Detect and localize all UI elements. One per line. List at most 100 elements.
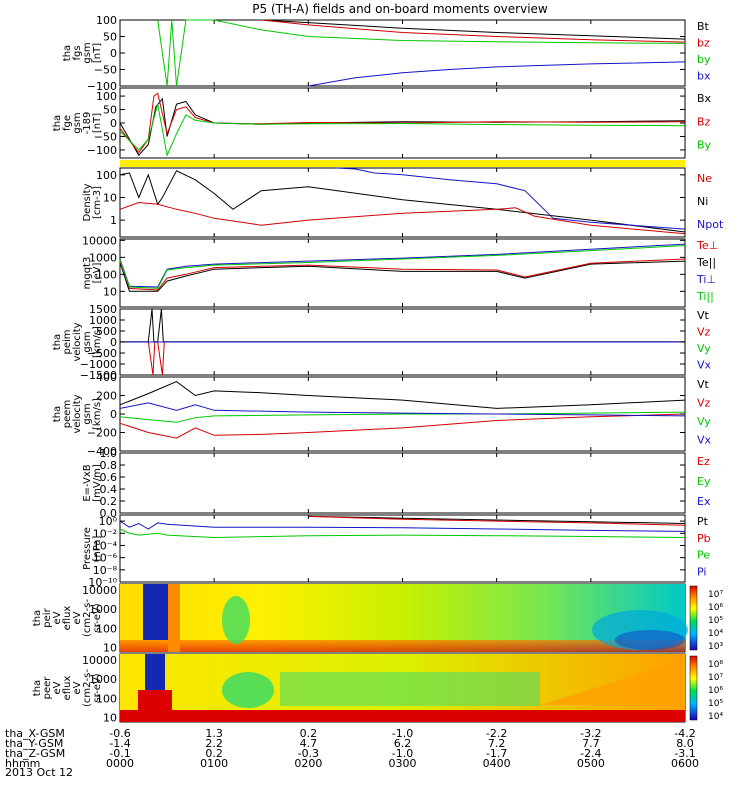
y-tick-label: 10000 bbox=[82, 234, 117, 247]
axis-row-value: 7.7 bbox=[582, 737, 600, 750]
y-axis-label: fgs bbox=[72, 45, 83, 60]
y-axis-label: (cm2-s- bbox=[82, 599, 93, 637]
y-axis-label: [eV] bbox=[92, 263, 103, 284]
y-axis-label: [km/s] bbox=[92, 326, 103, 358]
series-Vy bbox=[119, 411, 686, 423]
y-axis-label: [km/s] bbox=[92, 398, 103, 430]
y-tick-label: 0.2 bbox=[100, 495, 118, 508]
y-axis-label: peem bbox=[62, 400, 73, 428]
y-axis-label: tha bbox=[32, 610, 43, 626]
panel-temperature: 10000 1000 100 10 mgqt3 [eV] Te⊥ Te|| Ti⊥ Ti|| bbox=[82, 234, 718, 308]
axis-row-value: -2.4 bbox=[580, 747, 601, 760]
colorbar-tick: 10⁴ bbox=[708, 629, 723, 639]
series-Pi bbox=[119, 520, 686, 532]
series-Vz bbox=[120, 341, 685, 376]
y-tick-label: 10000 bbox=[82, 584, 117, 597]
legend-Ti: Ti|| bbox=[696, 290, 714, 303]
legend-bx: bx bbox=[697, 69, 711, 82]
colorbar-tick: 10⁶ bbox=[708, 686, 723, 696]
y-axis-label: gsm bbox=[82, 331, 93, 352]
y-tick-label: 10 bbox=[103, 712, 117, 725]
axis-row-value: 0500 bbox=[577, 757, 605, 770]
y-tick-label: 0 bbox=[110, 336, 117, 349]
figure-title: P5 (TH-A) fields and on-board moments ov… bbox=[252, 2, 548, 16]
axis-row-value: 0.2 bbox=[205, 747, 223, 760]
peer-colorbar bbox=[689, 655, 698, 721]
legend-Ey: Ey bbox=[697, 475, 711, 488]
legend-Vt: Vt bbox=[697, 309, 710, 322]
axis-row-value: 0400 bbox=[483, 757, 511, 770]
y-axis-label: eflux bbox=[62, 606, 73, 631]
y-tick-label: 0 bbox=[110, 47, 117, 60]
legend-Pt: Pt bbox=[697, 515, 709, 528]
y-tick-label: −500 bbox=[87, 347, 117, 360]
y-axis-label: eV bbox=[52, 681, 63, 694]
y-axis-label: tha bbox=[52, 334, 63, 350]
y-axis-label: velocity bbox=[72, 394, 83, 433]
colorbar-tick: 10⁷ bbox=[708, 673, 723, 683]
axis-row-value: -3.1 bbox=[674, 747, 695, 760]
axis-row-value: -1.0 bbox=[392, 727, 413, 740]
colorbar-tick: 10⁴ bbox=[708, 712, 723, 722]
y-tick-label: 100 bbox=[96, 622, 117, 635]
colorbar-tick: 10⁸ bbox=[708, 660, 723, 670]
panel-frame bbox=[119, 238, 686, 308]
y-tick-label: 10⁻⁸ bbox=[93, 564, 118, 577]
legend-Ne: Ne bbox=[697, 172, 712, 185]
y-axis-label: Density bbox=[82, 183, 93, 221]
axis-row-label: hhmm bbox=[5, 757, 40, 770]
y-tick-label: 0.4 bbox=[100, 483, 118, 496]
y-tick-label: 10⁻¹⁰ bbox=[88, 576, 117, 589]
series-Ne bbox=[119, 201, 686, 235]
panel-frame bbox=[119, 19, 686, 87]
axis-row-label: tha_Z-GSM bbox=[5, 747, 65, 760]
axis-row-value: 0200 bbox=[294, 757, 322, 770]
y-axis-label: mgqt3 bbox=[82, 257, 93, 290]
colorbar-tick: 10⁶ bbox=[708, 603, 723, 613]
peir-colorbar bbox=[689, 585, 698, 651]
y-tick-label: 100 bbox=[96, 90, 117, 103]
y-tick-label: 0.8 bbox=[100, 459, 118, 472]
y-tick-label: 10 bbox=[103, 642, 117, 655]
legend-Vy: Vy bbox=[697, 415, 711, 428]
series-Ti bbox=[119, 245, 686, 289]
data-quality-bar bbox=[120, 160, 685, 167]
axis-row-value: 1.3 bbox=[205, 727, 223, 740]
series-by bbox=[157, 19, 686, 87]
axis-row-value: -0.6 bbox=[109, 727, 130, 740]
legend-by: by bbox=[697, 53, 711, 66]
axis-row-value: 0.2 bbox=[300, 727, 318, 740]
y-axis-label: gsm bbox=[72, 112, 83, 133]
axis-row-value: 6.2 bbox=[394, 737, 412, 750]
series-Pt bbox=[308, 515, 686, 524]
y-axis-label: [nT] bbox=[92, 43, 103, 63]
legend-Te: Te⊥ bbox=[696, 239, 718, 252]
axis-row-value: -0.1 bbox=[109, 747, 130, 760]
axis-row-value: 0300 bbox=[389, 757, 417, 770]
axis-row-value: -4.2 bbox=[674, 727, 695, 740]
y-tick-label: 1000 bbox=[89, 603, 117, 616]
date-label: 2013 Oct 12 bbox=[5, 766, 73, 779]
colorbar-tick: 10⁵ bbox=[708, 699, 723, 709]
y-axis-label: peim bbox=[62, 329, 73, 354]
y-tick-label: 100 bbox=[96, 692, 117, 705]
axis-row-value: 7.2 bbox=[488, 737, 506, 750]
legend-Vx: Vx bbox=[697, 358, 712, 371]
y-tick-label: 1.0 bbox=[100, 447, 118, 460]
colorbar-tick: 10⁷ bbox=[708, 590, 723, 600]
y-tick-label: −1000 bbox=[80, 358, 117, 371]
legend-Vz: Vz bbox=[697, 397, 711, 410]
y-tick-label: 10⁰ bbox=[99, 515, 118, 528]
panel-density: 100 10 1 Density [cm-3] Ne Ni Npot bbox=[82, 167, 724, 238]
y-axis-label: velocity bbox=[72, 322, 83, 361]
y-tick-label: −100 bbox=[87, 144, 117, 157]
y-axis-label: sr-eV) bbox=[92, 673, 103, 702]
y-tick-label: 0 bbox=[110, 117, 117, 130]
axis-row-value: 0600 bbox=[671, 757, 699, 770]
series-Vt bbox=[119, 381, 686, 409]
legend-Vt: Vt bbox=[697, 378, 710, 391]
legend-Ex: Ex bbox=[697, 495, 711, 508]
series-Ni bbox=[119, 170, 686, 233]
